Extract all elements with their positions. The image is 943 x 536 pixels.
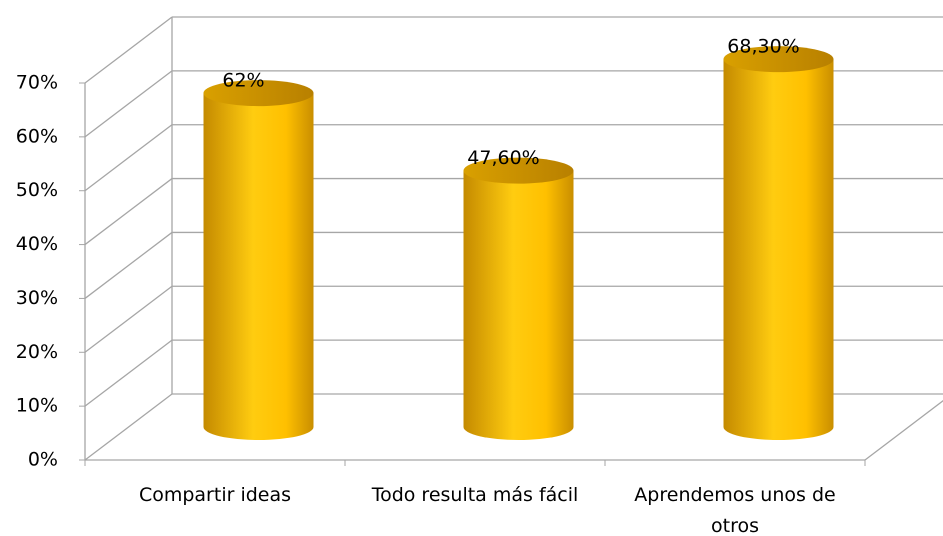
value-label: 68,30% — [727, 36, 799, 58]
bar-top — [463, 157, 574, 184]
bar-top — [203, 80, 314, 107]
bar — [723, 59, 834, 441]
grid-line — [84, 16, 173, 84]
bar-top — [723, 46, 834, 73]
grid-line — [84, 231, 173, 299]
bar — [203, 93, 314, 440]
y-tick-label: 70% — [16, 72, 58, 94]
grid-line — [84, 70, 173, 138]
bar — [463, 170, 574, 440]
y-tick-label: 10% — [16, 395, 58, 417]
value-label: 62% — [222, 70, 264, 92]
x-tick-label: Compartir ideas — [138, 484, 292, 506]
y-tick-label: 30% — [16, 287, 58, 309]
x-tick-label: Todo resulta más fácil — [371, 484, 579, 506]
grid-line — [84, 339, 173, 407]
y-tick-label: 50% — [16, 179, 58, 201]
grid-line — [84, 393, 173, 461]
grid-line — [84, 178, 173, 246]
y-tick-label: 20% — [16, 341, 58, 363]
floor-edge — [864, 400, 943, 461]
y-tick-label: 60% — [16, 125, 58, 147]
y-tick-label: 40% — [16, 233, 58, 255]
y-tick-label: 0% — [28, 449, 58, 471]
value-label: 47,60% — [467, 147, 539, 169]
x-tick-label: Aprendemos unos de otros — [634, 484, 836, 536]
grid-line — [84, 285, 173, 353]
grid-line — [84, 124, 173, 192]
